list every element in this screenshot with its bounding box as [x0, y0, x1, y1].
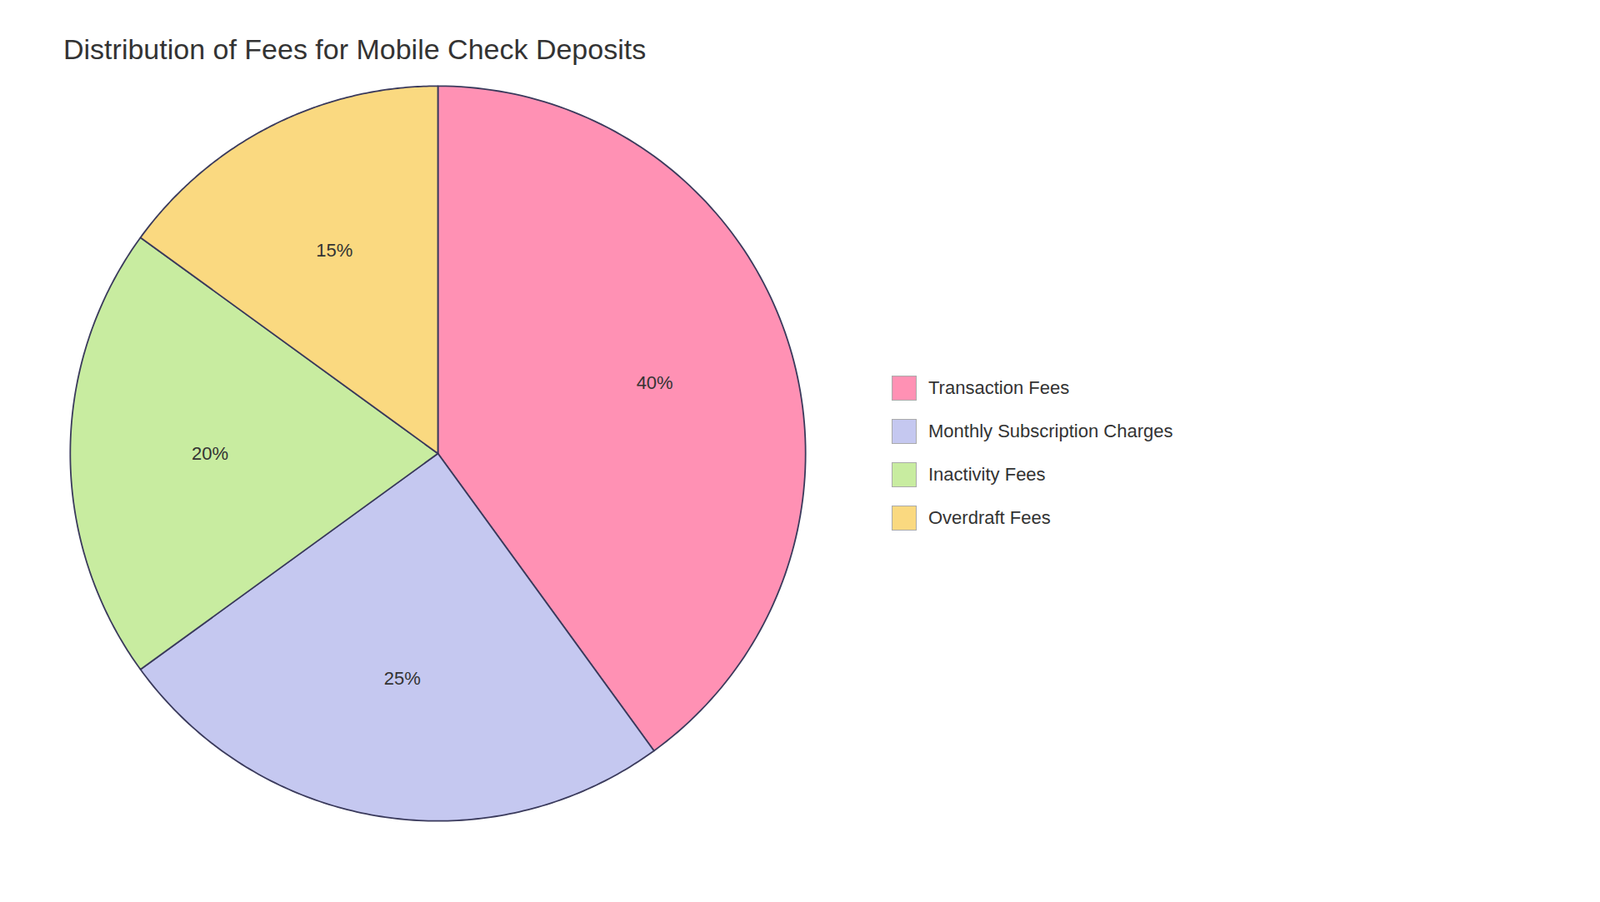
html-text:Inactivity Fees: Inactivity Fees [928, 464, 1046, 485]
html-text:Distribution of Fees for Mobil: Distribution of Fees for Mobile Check De… [63, 33, 646, 65]
svg-text:15%: 15% [315, 240, 353, 261]
svg-text:25%: 25% [384, 668, 421, 690]
html-text:Transaction Fees: Transaction Fees [928, 377, 1070, 399]
html-text:Overdraft Fees: Overdraft Fees [928, 507, 1051, 529]
svg-text:20%: 20% [191, 443, 229, 465]
svg-text:40%: 40% [636, 372, 674, 394]
html-text:Monthly Subscription Charges: Monthly Subscription Charges [928, 420, 1173, 442]
